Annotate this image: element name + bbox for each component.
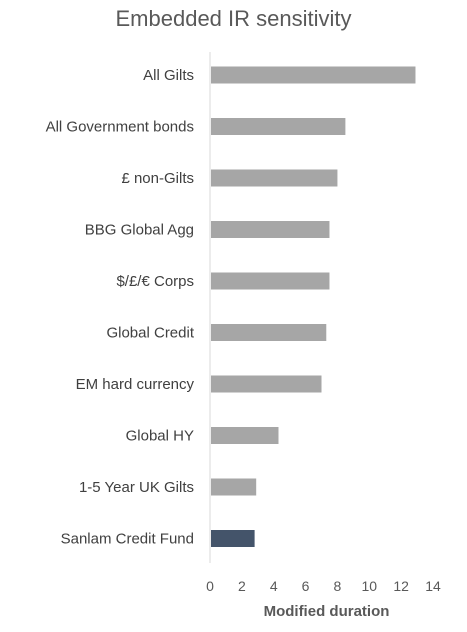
category-label-global-credit: Global Credit	[106, 325, 194, 342]
bar-all-government-bonds	[211, 118, 346, 135]
x-tick-label-2: 2	[238, 578, 246, 594]
bar-sanlam-credit-fund	[211, 530, 255, 547]
category-label-all-gilts: All Gilts	[143, 67, 194, 84]
category-label-global-hy: Global HY	[126, 428, 194, 445]
x-tick-label-12: 12	[393, 578, 409, 594]
bar-em-hard-currency	[211, 375, 322, 393]
x-tick-label-4: 4	[270, 578, 278, 594]
category-label-em-hard-currency: EM hard currency	[76, 376, 195, 393]
x-tick-label-10: 10	[361, 578, 377, 594]
bar-global-hy	[211, 427, 279, 444]
bar-bbg-global-agg	[211, 221, 330, 238]
bar-non-gilts	[211, 169, 338, 187]
bar-all-gilts	[211, 66, 416, 84]
category-label-corps: $/£/€ Corps	[116, 273, 194, 290]
category-label-non-gilts: £ non-Gilts	[121, 170, 194, 187]
bar-corps	[211, 272, 330, 290]
x-tick-label-8: 8	[334, 578, 342, 594]
x-tick-label-6: 6	[302, 578, 310, 594]
category-label-1-5-year-uk-gilts: 1-5 Year UK Gilts	[79, 479, 194, 496]
category-label-all-government-bonds: All Government bonds	[46, 119, 194, 136]
x-tick-label-14: 14	[425, 578, 441, 594]
category-label-sanlam-credit-fund: Sanlam Credit Fund	[61, 531, 194, 548]
x-axis-title: Modified duration	[264, 603, 390, 620]
x-tick-label-0: 0	[206, 578, 214, 594]
chart-title: Embedded IR sensitivity	[115, 6, 352, 31]
bar-1-5-year-uk-gilts	[211, 478, 257, 496]
bar-global-credit	[211, 324, 327, 341]
category-label-bbg-global-agg: BBG Global Agg	[85, 222, 194, 239]
